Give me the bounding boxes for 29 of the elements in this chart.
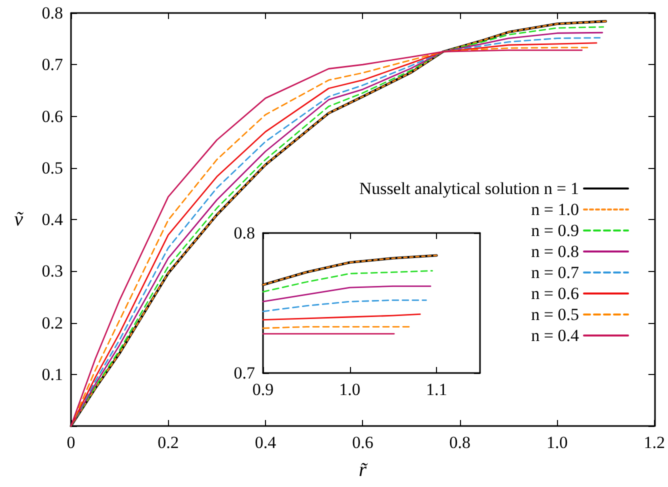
- legend-label: Nusselt analytical solution n = 1: [359, 179, 579, 198]
- x-tick-label: 1.1: [426, 380, 448, 399]
- y-tick-label: 0.4: [42, 210, 64, 229]
- y-tick-label: 0.1: [42, 364, 63, 384]
- y-tick-label: 0.2: [42, 313, 63, 332]
- x-tick-label: 0.4: [254, 433, 277, 452]
- x-tick-label: 0.8: [449, 433, 471, 452]
- x-tick-label: 0.6: [352, 433, 374, 452]
- x-tick-label: 0.2: [158, 433, 179, 452]
- legend-label: n = 0.8: [531, 242, 579, 261]
- x-tick-label: 1.2: [644, 433, 665, 452]
- legend-label: n = 1.0: [531, 200, 579, 219]
- y-tick-label: 0.5: [42, 158, 63, 178]
- y-tick-label: 0.3: [42, 262, 63, 281]
- y-tick-label: 0.8: [42, 4, 63, 22]
- legend-label: n = 0.4: [531, 326, 580, 345]
- y-tick-label: 0.6: [42, 106, 63, 126]
- legend-label: n = 0.7: [531, 263, 580, 282]
- x-tick-label: 1.0: [339, 380, 360, 399]
- y-axis-title: ṽ: [14, 208, 24, 230]
- x-tick-label: 0: [66, 433, 76, 452]
- legend-label: n = 0.9: [531, 221, 579, 240]
- legend-label: n = 0.5: [531, 305, 579, 324]
- y-tick-label: 0.7: [42, 55, 64, 74]
- x-tick-label: 1.0: [546, 433, 568, 452]
- x-axis-title: r̃: [358, 459, 368, 481]
- legend-label: n = 0.6: [531, 284, 579, 303]
- y-tick-label: 0.7: [234, 364, 256, 382]
- x-tick-label: 0.9: [252, 380, 274, 399]
